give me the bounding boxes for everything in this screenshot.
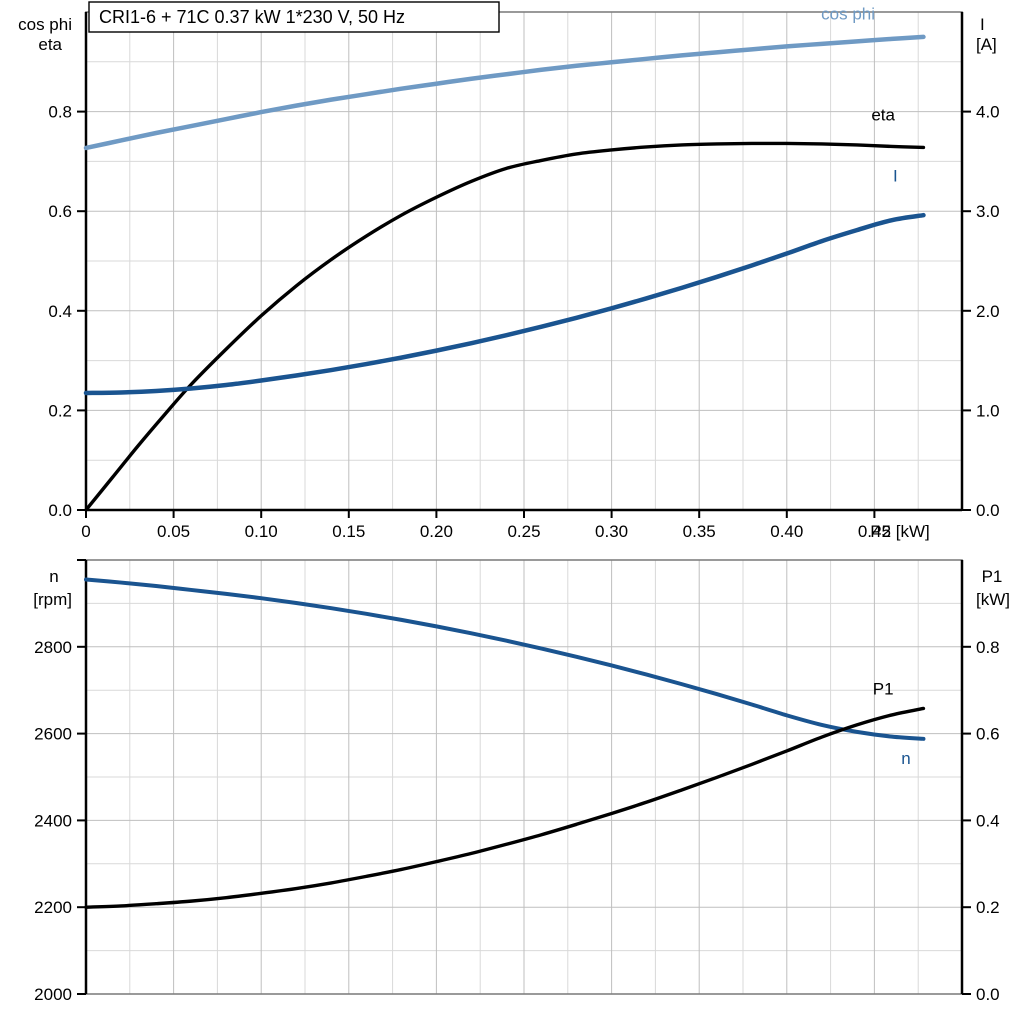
ytick-label-left-3: 2600 — [34, 725, 72, 744]
ytick-label-right-4: 4.0 — [976, 103, 1000, 122]
ytick-label-left-0: 0.0 — [48, 501, 72, 520]
curve-I — [83, 212, 926, 396]
curve-cos-phi — [83, 34, 926, 151]
chart-title-box — [88, 1, 500, 33]
left-axis-title-line1: n — [49, 567, 58, 586]
ytick-label-left-4: 0.8 — [48, 103, 72, 122]
ytick-label-left-1: 0.2 — [48, 401, 72, 420]
ytick-label-right-3: 3.0 — [976, 202, 1000, 221]
xtick-label-9: 0.45 — [858, 522, 891, 541]
curve-eta — [84, 141, 926, 512]
xtick-label-3: 0.15 — [332, 522, 365, 541]
ytick-label-right-1: 0.2 — [976, 898, 1000, 917]
curve-label-n: n — [901, 749, 910, 768]
xtick-label-7: 0.35 — [683, 522, 716, 541]
curve-n — [84, 577, 926, 741]
left-axis-title-line1: cos phi — [18, 15, 72, 34]
ytick-label-right-2: 0.4 — [976, 811, 1000, 830]
ytick-label-right-0: 0.0 — [976, 501, 1000, 520]
curve-label-P1: P1 — [873, 680, 894, 699]
ytick-label-left-2: 0.4 — [48, 302, 72, 321]
ytick-label-left-0: 2000 — [34, 985, 72, 1004]
ytick-label-right-3: 0.6 — [976, 725, 1000, 744]
xtick-label-6: 0.30 — [595, 522, 628, 541]
ytick-label-left-3: 0.6 — [48, 202, 72, 221]
curve-label-I: I — [893, 166, 898, 185]
xtick-label-0: 0 — [81, 522, 90, 541]
chart-title: CRI1-6 + 71C 0.37 kW 1*230 V, 50 Hz — [99, 7, 405, 27]
xtick-label-4: 0.20 — [420, 522, 453, 541]
ytick-label-left-1: 2200 — [34, 898, 72, 917]
xtick-label-5: 0.25 — [507, 522, 540, 541]
motor-characteristics-panel: 0.0 0.2 0.4 0.6 0.8 0.0 1.0 2.0 3.0 4.0 0 0.05 0.10 0… — [18, 4, 1000, 541]
ytick-label-left-4: 2800 — [34, 638, 72, 657]
right-axis-title-line2: [A] — [976, 35, 997, 54]
motor-characteristics-major-gridlines — [86, 12, 962, 510]
x-axis-title: P2 [kW] — [870, 522, 930, 541]
ytick-label-right-2: 2.0 — [976, 302, 1000, 321]
left-axis-title-line2: [rpm] — [33, 590, 72, 609]
speed-power-input-panel: 2000 2200 2400 2600 2800 0.0 0.2 0.4 0.6 0.8 n [rpm… — [33, 559, 1010, 1004]
curve-P1 — [84, 706, 926, 909]
xtick-label-8: 0.40 — [770, 522, 803, 541]
chart-title-group: CRI1-6 + 71C 0.37 kW 1*230 V, 50 Hz — [88, 1, 500, 33]
speed-power-input-major-gridlines — [86, 560, 962, 994]
ytick-label-right-0: 0.0 — [976, 985, 1000, 1004]
ytick-label-right-1: 1.0 — [976, 401, 1000, 420]
ytick-label-left-2: 2400 — [34, 811, 72, 830]
right-axis-title-line2: [kW] — [976, 590, 1010, 609]
curve-label-cos-phi: cos phi — [821, 4, 875, 23]
right-axis-title-line1: P1 — [982, 567, 1003, 586]
left-axis-title-line2: eta — [38, 35, 62, 54]
ytick-label-right-4: 0.8 — [976, 638, 1000, 657]
right-axis-title-line1: I — [980, 15, 985, 34]
xtick-label-1: 0.05 — [157, 522, 190, 541]
curve-label-eta: eta — [871, 106, 895, 125]
xtick-label-2: 0.10 — [245, 522, 278, 541]
